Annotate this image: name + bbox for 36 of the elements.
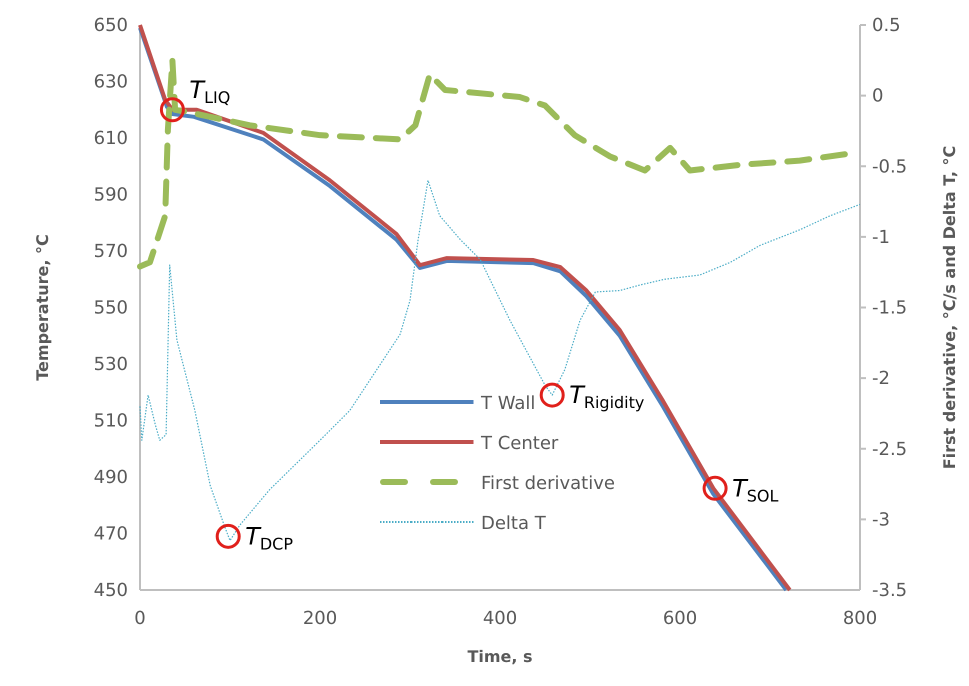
annotation: T$_{Rigidity}$ [569,381,644,412]
y2-tick-label: -1.5 [872,298,908,318]
x-tick-label: 600 [662,608,698,629]
y2-axis-title: First derivative, °C/s and Delta T, °C [940,146,959,470]
y-tick-label: 550 [94,298,128,318]
legend-label: First derivative [481,473,615,494]
y-axis-title: Temperature, °C [33,234,52,381]
y2-tick-label: -0.5 [872,156,908,178]
annotation: T$_{SOL}$ [732,474,779,506]
legend-label: T Center [480,433,559,454]
legend-label: Delta T [481,513,547,534]
annotation: T$_{LIQ}$ [189,76,230,107]
x-axis-title: Time, s [467,647,533,666]
y2-tick-label: -3.5 [872,580,908,601]
y2-tick-label: -3 [872,509,890,530]
x-tick-label: 200 [302,608,338,629]
y-tick-label: 450 [94,580,128,601]
y2-tick-label: 0 [872,86,884,107]
x-tick-label: 800 [842,608,878,629]
y2-tick-label: 0.5 [872,15,901,36]
y-tick-label: 530 [94,354,128,375]
y2-tick-label: -2.5 [872,438,908,460]
annotation: T$_{DCP}$ [245,522,294,554]
x-tick-label: 400 [482,608,518,629]
y-tick-label: 590 [94,184,128,206]
y2-tick-label: -1 [872,226,890,248]
y-tick-label: 510 [94,410,128,432]
x-tick-label: 0 [134,608,146,629]
y-tick-label: 650 [94,15,128,36]
y-tick-label: 490 [94,467,128,488]
y-tick-label: 630 [94,72,128,92]
y-tick-label: 570 [94,241,128,262]
y-tick-label: 470 [94,524,128,544]
legend-label: T Wall [480,393,536,414]
y2-tick-label: -2 [872,368,890,390]
y-tick-label: 610 [94,128,128,149]
